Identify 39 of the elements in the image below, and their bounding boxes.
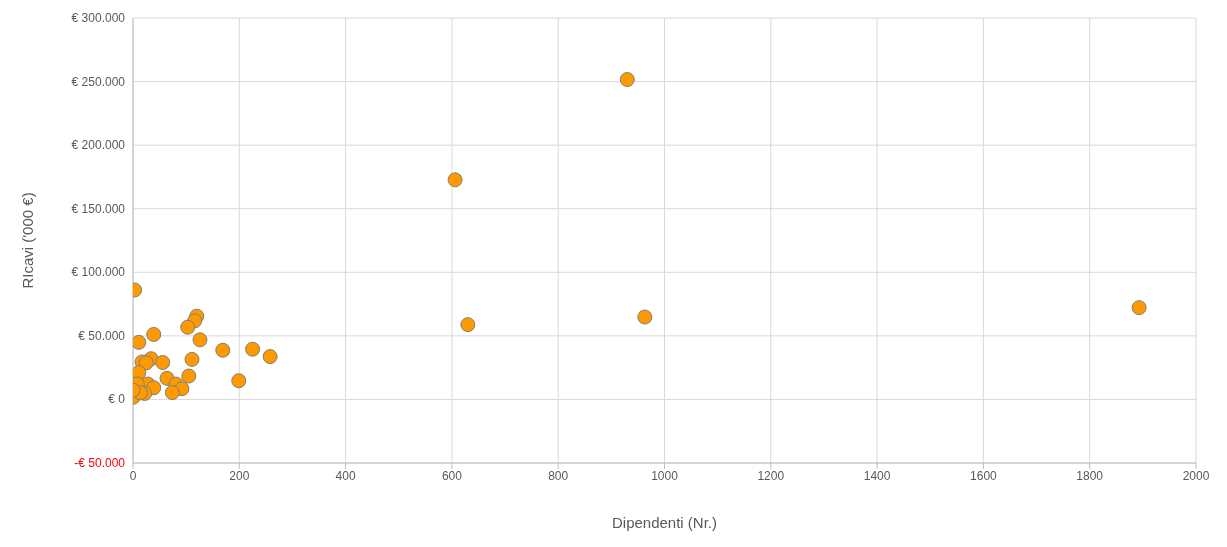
point [164,385,180,401]
x-tick-label: 400 [335,468,356,483]
point [637,309,653,325]
y-tick-label: € 200.000 [71,138,126,153]
point [138,355,154,371]
point [619,72,635,88]
x-tick-label: 0 [129,468,137,483]
x-tick-label: 2000 [1182,468,1210,483]
x-tick-label: 1000 [651,468,679,483]
point [245,341,261,357]
point [133,334,147,350]
x-tick-label: 600 [441,468,463,483]
y-tick-label: -€ 50.000 [74,456,126,470]
point [215,342,231,358]
point [460,317,476,333]
y-tick-label: € 0 [108,392,126,407]
y-tick-label: € 250.000 [71,74,126,89]
x-tick-label: 1400 [863,468,891,483]
y-tick-label: € 100.000 [71,265,126,280]
point [262,349,278,365]
y-tick-label: € 300.000 [71,11,126,25]
point [146,326,162,342]
point [1131,300,1147,316]
y-tick-label: € 150.000 [71,201,126,216]
x-tick-label: 1200 [757,468,785,483]
point [192,332,208,348]
point [180,319,196,335]
x-tick-label: 200 [229,468,250,483]
x-tick-label: 1800 [1076,468,1104,483]
point [155,355,171,371]
point [231,373,247,389]
x-tick-label: 1600 [970,468,998,483]
x-tick-label: 800 [548,468,569,483]
point [447,172,463,188]
point [181,368,197,384]
y-tick-label: € 50.000 [78,328,126,343]
y-axis-title: RIcavi ('000 €) [19,192,37,289]
point [184,351,200,367]
x-axis-title: Dipendenti (Nr.) [611,514,718,531]
